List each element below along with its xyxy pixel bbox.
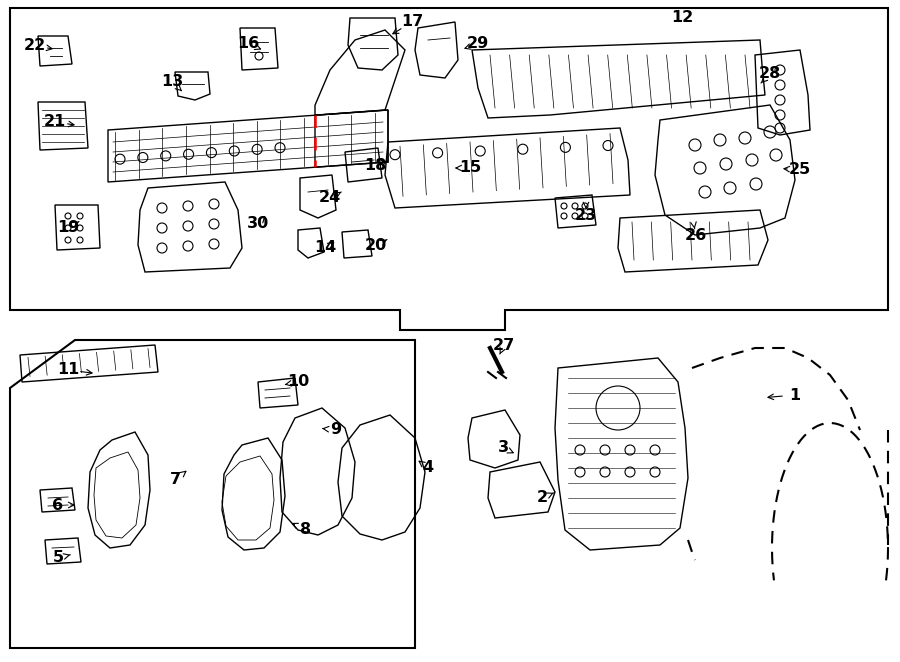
Text: 14: 14 <box>314 240 336 256</box>
Text: 7: 7 <box>169 473 181 487</box>
Text: 13: 13 <box>161 75 183 89</box>
Text: 3: 3 <box>498 440 508 455</box>
Text: 19: 19 <box>57 220 79 236</box>
Text: 12: 12 <box>670 11 693 26</box>
Text: 21: 21 <box>44 115 66 130</box>
Text: 28: 28 <box>759 66 781 81</box>
Text: 10: 10 <box>287 375 309 389</box>
Text: 15: 15 <box>459 160 482 175</box>
Text: 24: 24 <box>319 191 341 205</box>
Text: 23: 23 <box>575 207 597 222</box>
Text: 5: 5 <box>52 551 64 565</box>
Text: 2: 2 <box>536 491 547 506</box>
Text: 11: 11 <box>57 363 79 377</box>
Text: 29: 29 <box>467 36 489 52</box>
Text: 6: 6 <box>52 498 64 512</box>
Text: 17: 17 <box>400 15 423 30</box>
Text: 27: 27 <box>493 338 515 352</box>
Text: 9: 9 <box>330 422 342 438</box>
Text: 25: 25 <box>789 162 811 177</box>
Text: 18: 18 <box>364 158 386 173</box>
Text: 1: 1 <box>789 387 801 402</box>
Text: 20: 20 <box>364 238 387 254</box>
Text: 22: 22 <box>24 38 46 54</box>
Text: 8: 8 <box>301 522 311 538</box>
Text: 16: 16 <box>237 36 259 52</box>
Text: 4: 4 <box>422 461 434 475</box>
Text: 30: 30 <box>247 216 269 232</box>
Text: 26: 26 <box>685 228 707 244</box>
